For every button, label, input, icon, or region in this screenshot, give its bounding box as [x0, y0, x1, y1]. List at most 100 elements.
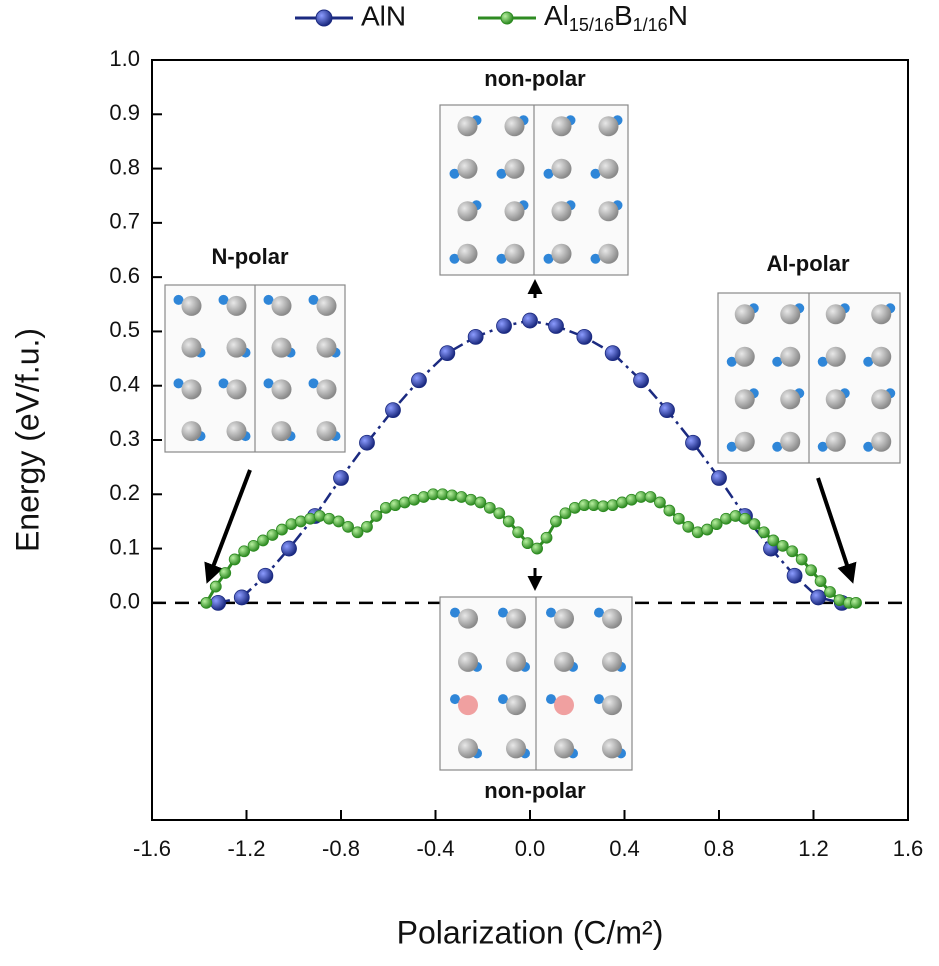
grey-atom — [602, 738, 622, 759]
grey-atom — [554, 738, 574, 759]
point — [411, 372, 427, 389]
grey-atom — [506, 651, 526, 672]
point — [200, 596, 213, 609]
legend-text: N — [668, 0, 688, 31]
grey-atom — [734, 304, 755, 325]
grey-atom — [316, 337, 337, 358]
annotation: Al-polar — [766, 251, 850, 276]
blue-atom — [772, 356, 783, 367]
grey-atom — [271, 295, 292, 316]
point — [502, 515, 515, 528]
grey-atom — [871, 389, 892, 410]
blue-atom — [772, 441, 783, 452]
point — [361, 520, 373, 533]
grey-atom — [598, 243, 619, 264]
point — [701, 523, 714, 536]
x-tick-label: -0.8 — [322, 836, 360, 861]
grey-atom — [871, 304, 892, 325]
blue-atom — [308, 294, 319, 305]
grey-atom — [458, 695, 478, 716]
subscript: 15/16 — [569, 15, 614, 35]
point — [493, 507, 506, 520]
blue-atom — [863, 356, 874, 367]
grey-atom — [734, 431, 755, 452]
point — [276, 523, 288, 536]
point — [654, 496, 666, 509]
grey-atom — [504, 243, 525, 264]
grey-atom — [458, 738, 478, 759]
legend-label: AlN — [361, 0, 406, 31]
point — [685, 434, 701, 451]
point — [238, 545, 251, 558]
y-tick-label: 0.3 — [109, 426, 140, 451]
x-tick-label: 0.4 — [609, 836, 640, 861]
point — [266, 529, 279, 541]
legend-text: B — [614, 0, 633, 31]
grey-atom — [602, 695, 622, 716]
grey-atom — [551, 243, 572, 264]
grey-atom — [598, 201, 619, 222]
grey-atom — [551, 201, 572, 222]
grey-atom — [551, 158, 572, 179]
blue-atom — [498, 694, 508, 705]
grey-atom — [226, 421, 247, 442]
grey-atom — [506, 608, 526, 629]
point — [824, 586, 836, 598]
blue-atom — [726, 356, 737, 367]
blue-atom — [218, 378, 229, 389]
series-line — [205, 492, 857, 605]
grey-atom — [316, 421, 337, 442]
grey-atom — [458, 651, 478, 672]
x-tick-label: 0.8 — [704, 836, 735, 861]
y-tick-label: 0.8 — [109, 154, 140, 179]
grey-atom — [181, 295, 202, 316]
grey-atom — [271, 421, 292, 442]
grey-atom — [181, 337, 202, 358]
point — [559, 507, 572, 520]
point — [332, 515, 345, 528]
point — [257, 567, 274, 584]
point — [748, 518, 761, 531]
x-tick-label: -1.6 — [133, 836, 171, 861]
grey-atom — [598, 158, 619, 179]
grey-atom — [316, 295, 337, 316]
y-tick-label: 0.2 — [109, 480, 140, 505]
legend-text: Al — [544, 0, 569, 31]
x-tick-label: -0.4 — [417, 836, 455, 861]
point — [757, 526, 770, 539]
point — [711, 470, 727, 486]
point — [247, 539, 260, 552]
structure-inset — [164, 284, 346, 453]
blue-atom — [450, 607, 460, 618]
grey-atom — [457, 158, 478, 179]
point — [786, 567, 803, 584]
grey-atom — [780, 304, 801, 325]
point — [576, 328, 593, 345]
grey-atom — [504, 116, 525, 137]
point — [483, 501, 496, 514]
point — [219, 567, 232, 579]
grey-atom — [271, 379, 292, 400]
grey-atom — [554, 695, 574, 716]
y-tick-label: 0.9 — [109, 100, 140, 125]
x-tick-label: 0.0 — [515, 836, 546, 861]
point — [209, 580, 222, 593]
grey-atom — [226, 295, 247, 316]
arrow — [204, 469, 252, 584]
point — [233, 589, 250, 606]
y-tick-label: 0.6 — [109, 263, 140, 288]
grey-atom — [506, 738, 526, 759]
grey-atom — [226, 379, 247, 400]
grey-atom — [602, 651, 622, 672]
grey-atom — [181, 379, 202, 400]
point — [814, 575, 827, 588]
point — [548, 318, 564, 334]
blue-atom — [817, 441, 828, 452]
blue-atom — [263, 294, 274, 305]
point — [370, 510, 383, 522]
grey-atom — [504, 158, 525, 179]
point — [351, 526, 364, 539]
structure-inset — [439, 596, 633, 771]
grey-atom — [458, 608, 478, 629]
